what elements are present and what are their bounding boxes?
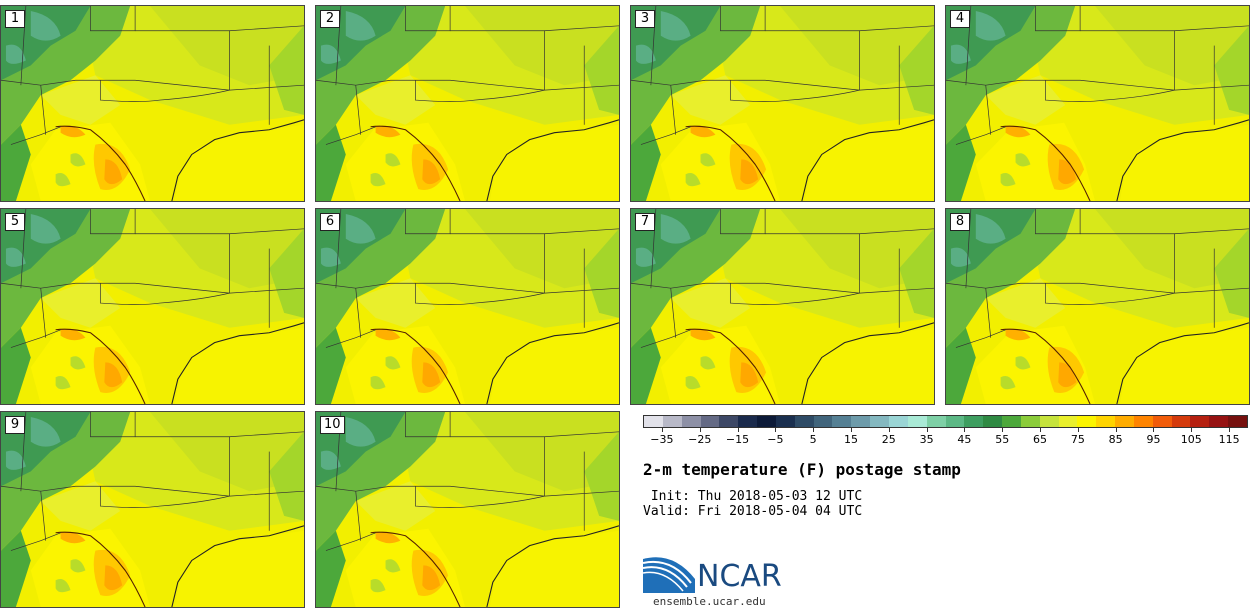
colorbar-tick [1115, 428, 1117, 432]
postage-stamp-panel[interactable]: 3 [630, 5, 935, 202]
colorbar-tick-label: −35 [650, 433, 674, 446]
member-number-label: 10 [320, 416, 345, 434]
colorbar-segment [832, 416, 852, 427]
colorbar-tick-label: −15 [725, 433, 750, 446]
colorbar-segment [1133, 416, 1153, 427]
colorbar-segment [1077, 416, 1097, 427]
colorbar-tick [964, 428, 966, 432]
colorbar-segment [738, 416, 758, 427]
colorbar-tick [699, 428, 701, 432]
colorbar-tick-label: 45 [957, 433, 972, 446]
init-time: Init: Thu 2018-05-03 12 UTC [643, 489, 863, 504]
colorbar-tick-label: 85 [1108, 433, 1123, 446]
colorbar-segment [1002, 416, 1021, 427]
colorbar-tick [1153, 428, 1155, 432]
postage-stamp-panel[interactable]: 7 [630, 208, 935, 405]
colorbar-tick [1002, 428, 1004, 432]
colorbar-segment [1171, 416, 1191, 427]
colorbar-segment [964, 416, 984, 427]
colorbar-tick-label: 25 [881, 433, 896, 446]
postage-stamp-panel[interactable]: 2 [315, 5, 620, 202]
chart-title: 2-m temperature (F) postage stamp [643, 460, 961, 479]
colorbar-tick [1191, 428, 1193, 432]
colorbar-segment [719, 416, 739, 427]
colorbar-segment [1209, 416, 1229, 427]
colorbar-tick-label: 95 [1146, 433, 1161, 446]
member-number-label: 1 [5, 10, 25, 28]
member-number-label: 6 [320, 213, 340, 231]
colorbar-segment [757, 416, 776, 427]
colorbar-tick-label: 115 [1218, 433, 1240, 446]
postage-stamp-panel[interactable]: 4 [945, 5, 1250, 202]
colorbar-tick [661, 428, 663, 432]
colorbar-segment [1228, 416, 1247, 427]
valid-time: Valid: Fri 2018-05-04 04 UTC [643, 504, 863, 519]
colorbar-tick [888, 428, 890, 432]
colorbar-tick-label: 5 [809, 433, 817, 446]
site-url: ensemble.ucar.edu [653, 595, 766, 608]
colorbar-segment [813, 416, 833, 427]
colorbar-tick-label: 15 [843, 433, 858, 446]
colorbar-segment [983, 416, 1003, 427]
colorbar [643, 415, 1248, 428]
colorbar-tick [1077, 428, 1079, 432]
postage-stamp-panel[interactable]: 6 [315, 208, 620, 405]
postage-stamp-panel[interactable]: 9 [0, 411, 305, 608]
colorbar-tick-label: 55 [995, 433, 1010, 446]
colorbar-tick-label: −25 [688, 433, 712, 446]
logo-text: NCAR [697, 559, 782, 594]
colorbar-tick [926, 428, 928, 432]
member-number-label: 7 [635, 213, 655, 231]
ncar-logo-icon [643, 557, 695, 593]
colorbar-segment [700, 416, 720, 427]
colorbar-segment [851, 416, 871, 427]
colorbar-tick [775, 428, 777, 432]
colorbar-segment [1190, 416, 1210, 427]
colorbar-segment [775, 416, 795, 427]
postage-stamp-panel[interactable]: 5 [0, 208, 305, 405]
member-number-label: 8 [950, 213, 970, 231]
colorbar-segment [1115, 416, 1134, 427]
member-number-label: 2 [320, 10, 340, 28]
member-number-label: 3 [635, 10, 655, 28]
member-number-label: 5 [5, 213, 25, 231]
colorbar-segment [945, 416, 965, 427]
colorbar-tick [1229, 428, 1231, 432]
colorbar-tick [1040, 428, 1042, 432]
colorbar-tick-label: 35 [919, 433, 934, 446]
colorbar-segment [794, 416, 814, 427]
colorbar-segment [1039, 416, 1059, 427]
colorbar-tick-label: 65 [1033, 433, 1048, 446]
member-number-label: 9 [5, 416, 25, 434]
colorbar-segment [1058, 416, 1078, 427]
colorbar-segment [644, 416, 663, 427]
colorbar-tick-label: 105 [1180, 433, 1202, 446]
colorbar-tick [813, 428, 815, 432]
colorbar-tick-label: −5 [767, 433, 784, 446]
postage-stamp-panel[interactable]: 10 [315, 411, 620, 608]
colorbar-segment [1152, 416, 1172, 427]
colorbar-tick-label: 75 [1070, 433, 1085, 446]
colorbar-segment [926, 416, 946, 427]
colorbar-segment [888, 416, 908, 427]
postage-stamp-panel[interactable]: 8 [945, 208, 1250, 405]
colorbar-segment [907, 416, 927, 427]
colorbar-tick [850, 428, 852, 432]
colorbar-segment [1020, 416, 1040, 427]
postage-stamp-panel[interactable]: 1 [0, 5, 305, 202]
colorbar-tick [737, 428, 739, 432]
colorbar-ticks: −35 −25 −15 −5 5 15 25 35 45 55 65 75 85 95 105 115 [643, 428, 1248, 450]
colorbar-segment [681, 416, 701, 427]
member-number-label: 4 [950, 10, 970, 28]
colorbar-segment [1096, 416, 1116, 427]
colorbar-segment [870, 416, 889, 427]
colorbar-segment [662, 416, 682, 427]
